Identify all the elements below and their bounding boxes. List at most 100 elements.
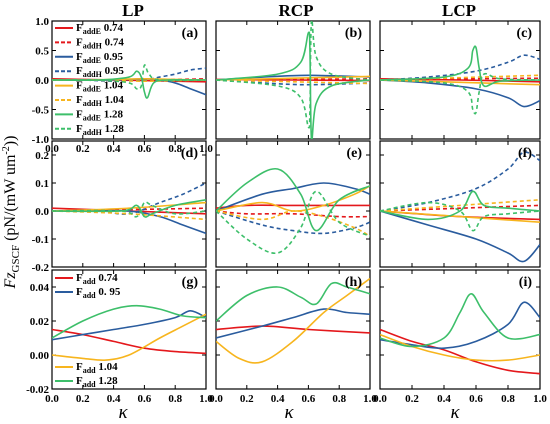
panel-e-series-group [216, 167, 370, 255]
panel-a-xtick-label: 0.8 [168, 143, 182, 155]
panel-c-series-line-4 [380, 79, 540, 86]
x-axis-label-3: κ [450, 402, 460, 423]
panel-a-legend-entry: FaddH 0.74 [76, 36, 124, 50]
panel-i-xtick-label: 0.2 [405, 393, 419, 405]
panel-b-series-line-5 [216, 79, 370, 85]
panel-g-label: (g) [182, 275, 199, 290]
panel-d-ytick-label: 0.1 [35, 178, 49, 190]
panel-a-xtick-label: 0.2 [76, 143, 90, 155]
panel-a-legend-entry: FaddH 1.28 [76, 123, 124, 137]
panel-h-label: (h) [345, 275, 362, 290]
panel-g: 0.0 0.2 0.4 0.6 0.8 1.0 0.04 0.02 0.00 -0.02 (g) Fa… [26, 269, 213, 405]
panel-g-xtick-label: 0.8 [168, 393, 182, 405]
panel-f-series-group [380, 151, 540, 263]
y-label-end: )) [2, 136, 19, 147]
panel-a: 0.0 0.2 0.4 0.6 0.8 1.01.00.50.0-0.5-1.0(a)Fa… [32, 16, 214, 155]
panel-b-series-line-7 [216, 21, 370, 129]
panel-g-series-line-2 [52, 313, 206, 362]
panel-f-label: (f) [518, 146, 532, 161]
panel-i: 0.0 0.2 0.4 0.6 0.8 1.0 (i) [373, 269, 547, 405]
panel-f-series-line-5 [380, 199, 540, 212]
y-label-sub: GSCF [10, 245, 22, 273]
panel-a-ytick-label: 0.0 [35, 75, 49, 87]
panel-d-label: (d) [181, 146, 198, 161]
panel-f-series-line-7 [380, 201, 540, 232]
panel-g-legend-top-entry: Fadd 0.74 [76, 272, 118, 286]
panel-e-series-line-6 [216, 167, 370, 232]
panel-h-series-line-3 [216, 281, 370, 322]
panel-b: (b) [215, 20, 371, 140]
panel-d-ytick-label: -0.1 [32, 234, 49, 246]
panel-h-series-line-1 [216, 308, 370, 339]
panel-i-xtick-label: 0.4 [437, 393, 451, 405]
panel-g-xtick-label: 1.0 [199, 393, 213, 405]
panel-c-series-line-5 [380, 74, 540, 81]
panel-b-series-line-6 [216, 31, 370, 139]
panel-d-ytick-label: -0.2 [32, 262, 50, 274]
panel-h-xtick-label: 0.4 [271, 393, 285, 405]
panel-h: 0.0 0.2 0.4 0.6 0.8 1.0 (h) [209, 269, 377, 405]
panel-h-series-line-0 [216, 325, 370, 334]
panel-i-xtick-label: 1.0 [533, 393, 547, 405]
panel-a-ytick-label: 1.0 [35, 16, 49, 28]
panel-g-xtick-label: 0.2 [76, 393, 90, 405]
panel-c-label: (c) [516, 26, 532, 41]
panel-f-series-line-6 [380, 190, 540, 221]
panel-a-ytick-label: 0.5 [35, 46, 49, 58]
panel-d-series-group [52, 182, 206, 235]
panel-e-frame [215, 140, 371, 268]
panel-c-series-line-3 [380, 54, 540, 81]
panel-a-series-group [52, 64, 206, 99]
panel-b-label: (b) [345, 26, 362, 41]
panel-g-xtick-label: 0.0 [45, 393, 59, 405]
panel-i-series-line-0 [380, 328, 540, 375]
panel-c-series-line-6 [380, 45, 540, 88]
y-label-unit: (pN/(mW um [2, 154, 19, 245]
column-title-lp: LP [122, 1, 144, 20]
panel-a-legend-entry: FaddH 0.95 [76, 65, 124, 79]
panel-h-xtick-label: 0.2 [240, 393, 254, 405]
panel-h-xtick-label: 0.8 [332, 393, 346, 405]
panel-g-series-line-1 [52, 309, 206, 341]
panel-d-series-line-6 [52, 199, 206, 218]
panel-f: (f) [379, 140, 541, 268]
panel-d: 0.2 0.1 0.0 -0.1 -0.2 (d) [32, 140, 207, 274]
panel-g-series-line-3 [52, 304, 206, 339]
panel-c-series-line-1 [380, 77, 540, 81]
panel-a-legend-entry: FaddE 0.95 [76, 51, 123, 65]
panel-g-ytick-label: 0.00 [30, 350, 50, 362]
panel-c: (c) [379, 20, 541, 140]
panel-a-legend-entry: FaddE 1.04 [76, 80, 123, 94]
column-title-rcp: RCP [279, 1, 314, 20]
x-axis-label-1: κ [118, 402, 128, 423]
panel-e-series-line-7 [216, 190, 370, 255]
panel-g-legend-bottom-entry: Fadd 1.04 [76, 361, 118, 375]
panel-g-ytick-label: 0.04 [30, 282, 50, 294]
panel-i-series-line-1 [380, 301, 540, 350]
panel-g-legend-bottom-entry: Fadd 1.28 [76, 375, 118, 389]
panel-g-series-line-0 [52, 328, 206, 355]
panel-e-series-line-3 [216, 210, 370, 235]
panel-d-frame [51, 140, 207, 268]
panel-a-legend-entry: FaddE 0.74 [76, 22, 123, 36]
panel-a-series-line-7 [52, 64, 206, 90]
panel-g-xtick-label: 0.4 [107, 393, 121, 405]
panel-g-legend-top-entry: Fadd 0. 95 [76, 286, 121, 300]
panel-i-label: (i) [519, 275, 533, 290]
panel-i-xtick-label: 0.6 [469, 393, 483, 405]
panel-f-series-line-1 [380, 204, 540, 212]
panel-e: (e) [215, 140, 371, 268]
panel-g-ytick-label: 0.02 [30, 316, 50, 328]
panel-f-series-line-2 [380, 210, 540, 263]
panel-a-xtick-label: 0.6 [138, 143, 152, 155]
panel-h-series-line-2 [216, 277, 370, 364]
panel-i-series-line-3 [380, 292, 540, 348]
panel-h-series-group [216, 277, 370, 364]
panel-a-ytick-label: -1.0 [32, 134, 50, 146]
panels: 0.0 0.2 0.4 0.6 0.8 1.0 1.0 0.5 0.0 -0.5 -1.0 (a) Fa… [26, 16, 547, 405]
panel-h-xtick-label: 0.0 [209, 393, 223, 405]
